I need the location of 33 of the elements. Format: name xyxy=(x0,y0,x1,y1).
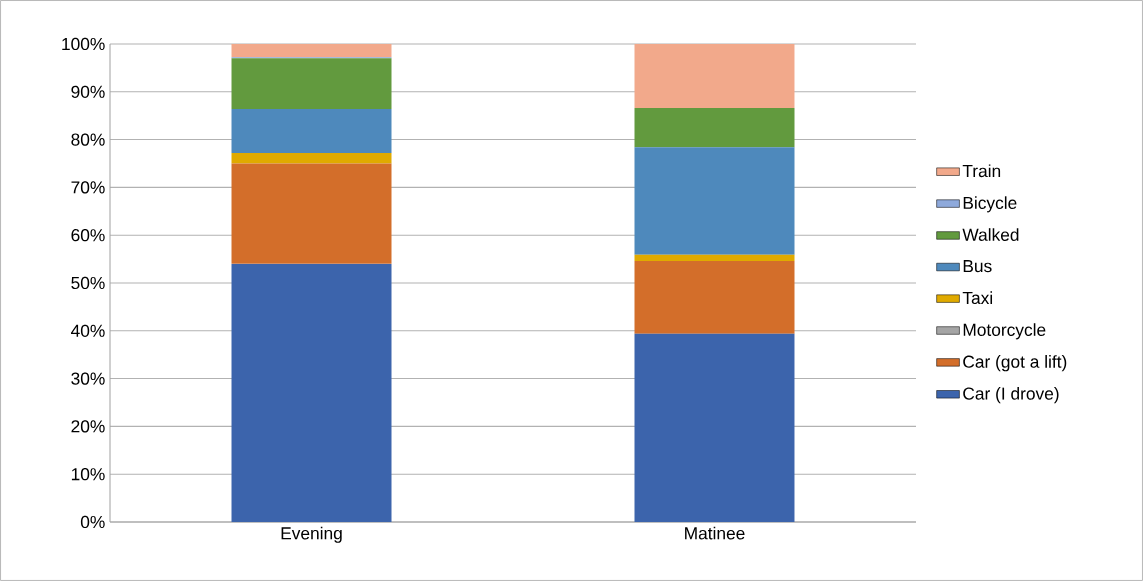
bar xyxy=(634,261,795,334)
x-tick-label: Evening xyxy=(281,526,342,543)
y-tick-label: 10% xyxy=(71,468,105,481)
legend-label: Car (got a lift) xyxy=(963,355,1067,372)
y-tick-label: 100% xyxy=(62,37,105,51)
y-tick-label: 60% xyxy=(71,229,105,242)
y-tick-label: 0% xyxy=(80,515,105,529)
legend-label: Walked xyxy=(962,228,1019,241)
y-tick-label: 80% xyxy=(71,133,105,146)
bar xyxy=(634,333,795,522)
bar xyxy=(231,263,392,522)
legend-label: Taxi xyxy=(962,291,993,305)
bar xyxy=(634,254,795,261)
y-tick-label: 40% xyxy=(71,324,105,337)
y-tick-label: 50% xyxy=(71,276,105,290)
legend-label: Bus xyxy=(963,260,992,273)
legend-label: Bicycle xyxy=(963,196,1017,213)
bar xyxy=(231,163,392,264)
bar xyxy=(231,58,392,109)
bar xyxy=(634,43,795,109)
y-tick-label: 70% xyxy=(71,181,105,194)
bar xyxy=(231,43,392,58)
y-tick-label: 20% xyxy=(71,420,105,433)
bar xyxy=(634,147,795,255)
legend-label: Train xyxy=(962,164,1001,178)
bar xyxy=(634,108,795,148)
legend-label: Car (I drove) xyxy=(963,387,1059,404)
bar xyxy=(231,109,392,153)
bar xyxy=(231,152,392,164)
y-tick-label: 30% xyxy=(71,372,105,385)
legend-label: Motorcycle xyxy=(963,323,1046,340)
x-tick-label: Matinee xyxy=(685,526,745,540)
y-tick-label: 90% xyxy=(71,85,105,98)
